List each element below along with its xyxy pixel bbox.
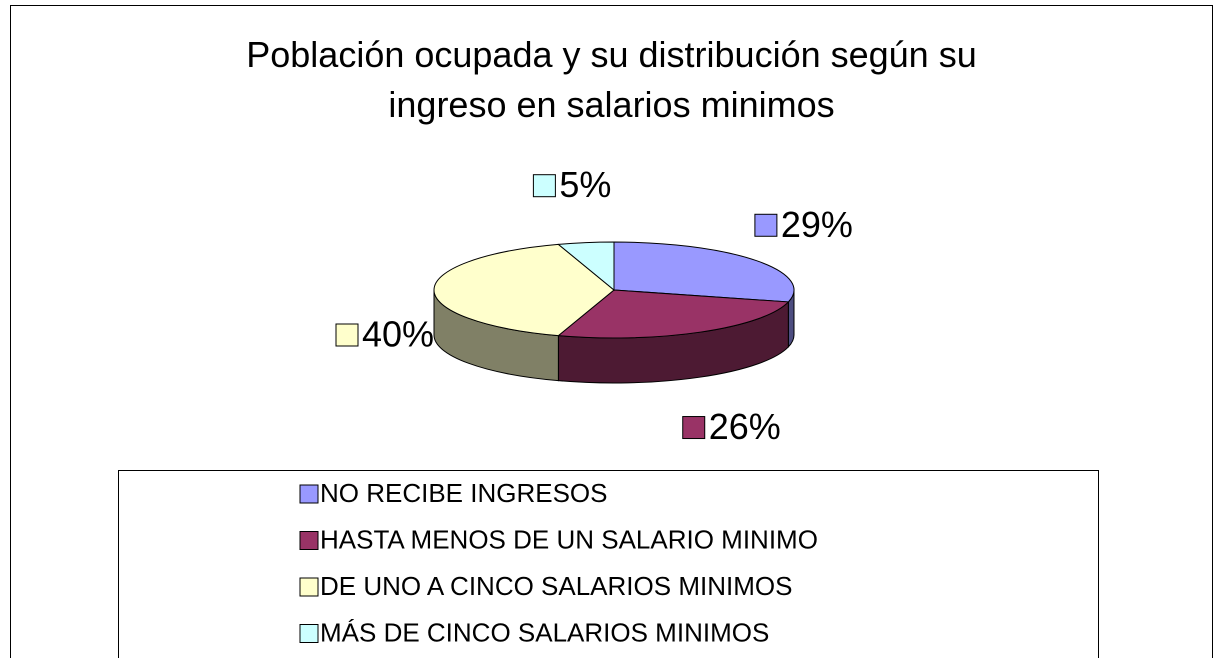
legend-swatch: [299, 531, 319, 550]
legend-label: MÁS DE CINCO SALARIOS MINIMOS: [320, 617, 769, 647]
slice: [557, 289, 790, 339]
slice: [613, 241, 795, 303]
label-swatch: [335, 323, 359, 347]
slice: [557, 241, 615, 292]
data-label: 29%: [781, 204, 853, 245]
data-label: 5%: [559, 164, 611, 205]
legend-swatch: [299, 624, 319, 643]
legend-label: DE UNO A CINCO SALARIOS MINIMOS: [320, 571, 792, 601]
legend-label: NO RECIBE INGRESOS: [320, 478, 608, 508]
data-label: 40%: [362, 314, 434, 355]
legend-box: [118, 470, 1099, 658]
label-swatch: [682, 416, 706, 440]
legend-swatch: [299, 577, 319, 597]
label-swatch: [754, 213, 778, 237]
legend-label: HASTA MENOS DE UN SALARIO MINIMO: [320, 524, 818, 554]
legend-swatch: [299, 484, 319, 504]
label-swatch: [532, 174, 556, 198]
slice: [433, 243, 615, 337]
chart-title: Población ocupada y su distribución segú…: [246, 34, 977, 125]
data-label: 26%: [709, 406, 781, 447]
